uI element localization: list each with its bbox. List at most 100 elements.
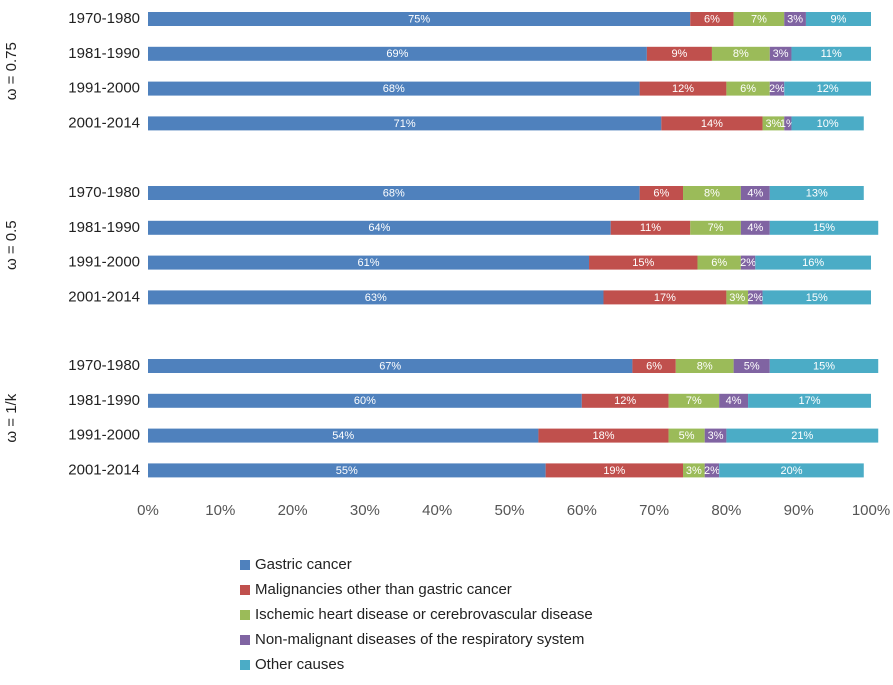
data-label: 12% xyxy=(614,395,636,407)
bar-segment xyxy=(668,393,720,408)
legend-swatch xyxy=(240,585,250,595)
bar-segment xyxy=(733,359,770,373)
data-label: 54% xyxy=(332,430,354,442)
data-label: 61% xyxy=(357,257,379,269)
data-label: 14% xyxy=(701,118,723,130)
data-label: 15% xyxy=(813,222,835,234)
legend-swatch xyxy=(240,560,250,570)
data-label: 5% xyxy=(744,360,760,372)
bar-segment xyxy=(719,463,864,478)
bar-segment xyxy=(769,220,879,235)
bar-segment xyxy=(740,186,770,200)
data-label: 20% xyxy=(780,465,802,477)
data-label: 63% xyxy=(365,292,387,304)
y-tick-label: 1981-1990 xyxy=(68,45,140,62)
group-label: ω = 0.75 xyxy=(3,42,20,100)
bar-segment xyxy=(762,116,785,131)
x-tick-label: 90% xyxy=(784,502,814,519)
data-label: 9% xyxy=(671,48,687,60)
data-label: 3% xyxy=(729,292,745,304)
bar-segment xyxy=(740,255,756,270)
legend-swatch xyxy=(240,610,250,620)
data-label: 6% xyxy=(653,187,669,199)
y-tick-label: 1970-1980 xyxy=(68,184,140,201)
data-label: 7% xyxy=(686,395,702,407)
bar-segment xyxy=(704,463,720,478)
bar-segment xyxy=(589,255,698,270)
data-label: 8% xyxy=(733,48,749,60)
legend-label: Gastric cancer xyxy=(255,556,352,573)
data-label: 10% xyxy=(817,118,839,130)
data-label: 3% xyxy=(787,13,803,25)
data-label: 3% xyxy=(773,48,789,60)
data-label: 8% xyxy=(704,187,720,199)
data-label: 15% xyxy=(813,360,835,372)
bar-segment xyxy=(148,463,546,478)
x-tick-label: 50% xyxy=(494,502,524,519)
bar-segment xyxy=(755,255,871,270)
data-label: 2% xyxy=(704,465,720,477)
data-label: 4% xyxy=(747,187,763,199)
data-label: 4% xyxy=(747,222,763,234)
bar-segment xyxy=(148,290,604,305)
bar-segment xyxy=(148,428,539,443)
data-label: 6% xyxy=(740,83,756,95)
y-tick-label: 1970-1980 xyxy=(68,357,140,374)
data-label: 21% xyxy=(791,430,813,442)
data-label: 67% xyxy=(379,360,401,372)
data-label: 2% xyxy=(769,83,785,95)
data-label: 12% xyxy=(672,83,694,95)
bar-segment xyxy=(726,290,749,305)
bar-segment xyxy=(704,428,727,443)
y-tick-label: 1991-2000 xyxy=(68,427,140,444)
data-label: 17% xyxy=(654,292,676,304)
bar-segment xyxy=(748,393,871,408)
bar-segment xyxy=(690,220,741,235)
y-tick-label: 2001-2014 xyxy=(68,461,140,478)
bar-segment xyxy=(148,255,590,270)
bar-segment xyxy=(148,12,691,26)
bar-segment xyxy=(769,359,879,373)
bar-segment xyxy=(545,463,684,478)
x-tick-label: 10% xyxy=(205,502,235,519)
bar-segment xyxy=(791,116,864,131)
bar-segment xyxy=(726,428,879,443)
data-label: 2% xyxy=(740,257,756,269)
y-tick-label: 1981-1990 xyxy=(68,219,140,236)
bar-segment xyxy=(148,393,582,408)
bar-segment xyxy=(784,81,871,96)
bar-segment xyxy=(148,359,633,373)
x-tick-label: 100% xyxy=(852,502,890,519)
data-label: 68% xyxy=(383,83,405,95)
x-tick-label: 80% xyxy=(711,502,741,519)
y-tick-label: 1991-2000 xyxy=(68,80,140,97)
data-label: 4% xyxy=(726,395,742,407)
data-label: 8% xyxy=(697,360,713,372)
bar-segment xyxy=(646,46,712,61)
bar-segment xyxy=(733,12,785,26)
data-label: 68% xyxy=(383,187,405,199)
bar-segment xyxy=(769,186,864,200)
bar-segment xyxy=(690,12,734,26)
bar-segment xyxy=(711,46,770,61)
data-label: 2% xyxy=(747,292,763,304)
bar-segment xyxy=(769,81,785,96)
bar-segment xyxy=(805,12,871,26)
data-label: 64% xyxy=(368,222,390,234)
bar-segment xyxy=(726,81,770,96)
data-label: 15% xyxy=(806,292,828,304)
bar-segment xyxy=(603,290,727,305)
data-label: 69% xyxy=(386,48,408,60)
y-tick-label: 2001-2014 xyxy=(68,288,140,305)
x-tick-label: 0% xyxy=(137,502,159,519)
group-label: ω = 1/k xyxy=(3,393,20,442)
bar-segment xyxy=(581,393,669,408)
data-label: 13% xyxy=(806,187,828,199)
bar-segment xyxy=(740,220,770,235)
y-tick-label: 1991-2000 xyxy=(68,254,140,271)
bar-segment xyxy=(675,359,734,373)
y-tick-label: 1981-1990 xyxy=(68,392,140,409)
bar-segment xyxy=(784,116,792,131)
bar-segment xyxy=(632,359,676,373)
